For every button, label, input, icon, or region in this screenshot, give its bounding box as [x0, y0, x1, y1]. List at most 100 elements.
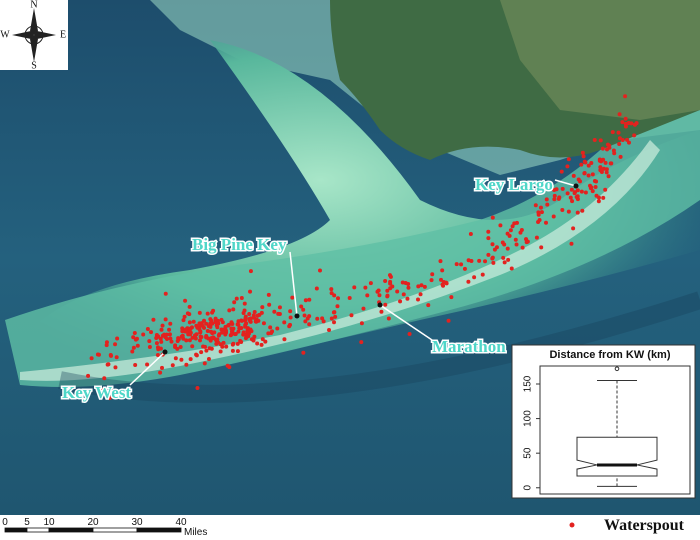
waterspout-point: [589, 160, 594, 165]
waterspout-point: [603, 160, 608, 165]
waterspout-point: [566, 209, 571, 214]
waterspout-point: [572, 191, 577, 196]
waterspout-point: [490, 215, 495, 220]
waterspout-point: [520, 245, 525, 250]
waterspout-point: [156, 334, 161, 339]
waterspout-point: [198, 338, 203, 343]
waterspout-point: [597, 158, 602, 163]
waterspout-point: [352, 285, 357, 290]
waterspout-point: [255, 313, 260, 318]
waterspout-point: [568, 195, 573, 200]
waterspout-point: [245, 326, 250, 331]
waterspout-point: [486, 236, 491, 241]
waterspout-point: [255, 341, 260, 346]
waterspout-point: [307, 322, 312, 327]
compass-s: S: [31, 60, 37, 71]
waterspout-point: [187, 304, 192, 309]
waterspout-point: [570, 199, 575, 204]
waterspout-point: [416, 297, 421, 302]
waterspout-point: [623, 116, 628, 121]
waterspout-point: [211, 308, 216, 313]
waterspout-point: [385, 288, 390, 293]
waterspout-point: [229, 326, 234, 331]
waterspout-point: [145, 326, 150, 331]
waterspout-point: [204, 321, 209, 326]
scale-label: 5: [24, 517, 30, 528]
waterspout-point: [377, 293, 382, 298]
waterspout-point: [191, 319, 196, 324]
place-label: Key West: [62, 383, 131, 402]
waterspout-point: [483, 259, 488, 264]
waterspout-point: [301, 307, 306, 312]
waterspout-point: [230, 348, 235, 353]
waterspout-point: [209, 346, 214, 351]
waterspout-point: [454, 262, 459, 267]
waterspout-point: [318, 268, 323, 273]
waterspout-point: [168, 336, 173, 341]
waterspout-point: [331, 310, 336, 315]
waterspout-point: [180, 329, 185, 334]
y-tick-label: 100: [523, 410, 534, 427]
waterspout-point: [405, 296, 410, 301]
waterspout-point: [462, 266, 467, 271]
waterspout-point: [632, 133, 637, 138]
waterspout-point: [332, 293, 337, 298]
waterspout-point: [187, 320, 192, 325]
waterspout-point: [592, 178, 597, 183]
scale-segment: [26, 527, 50, 533]
waterspout-point: [220, 320, 225, 325]
waterspout-point: [135, 343, 140, 348]
place-label: Marathon: [432, 337, 506, 356]
waterspout-point: [288, 322, 293, 327]
waterspout-point: [260, 337, 265, 342]
waterspout-point: [575, 188, 580, 193]
waterspout-point: [388, 274, 393, 279]
scale-label: 20: [87, 517, 99, 528]
waterspout-point: [206, 357, 211, 362]
waterspout-point: [263, 339, 268, 344]
waterspout-point: [226, 322, 231, 327]
waterspout-point: [509, 266, 514, 271]
waterspout-point: [132, 331, 137, 336]
waterspout-point: [314, 286, 319, 291]
waterspout-point: [239, 325, 244, 330]
waterspout-point: [395, 289, 400, 294]
waterspout-point: [167, 332, 172, 337]
waterspout-point: [571, 173, 576, 178]
waterspout-point: [96, 352, 101, 357]
scale-label: 0: [2, 517, 8, 528]
waterspout-point: [158, 346, 163, 351]
waterspout-point: [407, 332, 412, 337]
waterspout-point: [299, 304, 304, 309]
waterspout-point: [590, 189, 595, 194]
scale-segment: [48, 527, 94, 533]
waterspout-point: [223, 327, 228, 332]
scale-unit: Miles: [184, 527, 207, 538]
waterspout-point: [247, 317, 252, 322]
waterspout-point: [224, 344, 229, 349]
waterspout-point: [208, 321, 213, 326]
waterspout-point: [439, 277, 444, 282]
waterspout-point: [329, 291, 334, 296]
waterspout-point: [629, 121, 634, 126]
waterspout-point: [565, 191, 570, 196]
waterspout-point: [498, 223, 503, 228]
waterspout-point: [275, 326, 280, 331]
waterspout-point: [403, 281, 408, 286]
waterspout-point: [385, 293, 390, 298]
waterspout-point: [167, 327, 172, 332]
waterspout-point: [375, 289, 380, 294]
waterspout-point: [601, 166, 606, 171]
compass: N S E W: [0, 0, 68, 71]
waterspout-point: [223, 332, 228, 337]
waterspout-point: [406, 285, 411, 290]
waterspout-point: [130, 349, 135, 354]
waterspout-point: [449, 295, 454, 300]
waterspout-point: [551, 214, 556, 219]
waterspout-point: [398, 299, 403, 304]
waterspout-point: [569, 241, 574, 246]
waterspout-point: [236, 329, 241, 334]
y-tick-label: 50: [523, 447, 534, 459]
waterspout-point: [388, 281, 393, 286]
